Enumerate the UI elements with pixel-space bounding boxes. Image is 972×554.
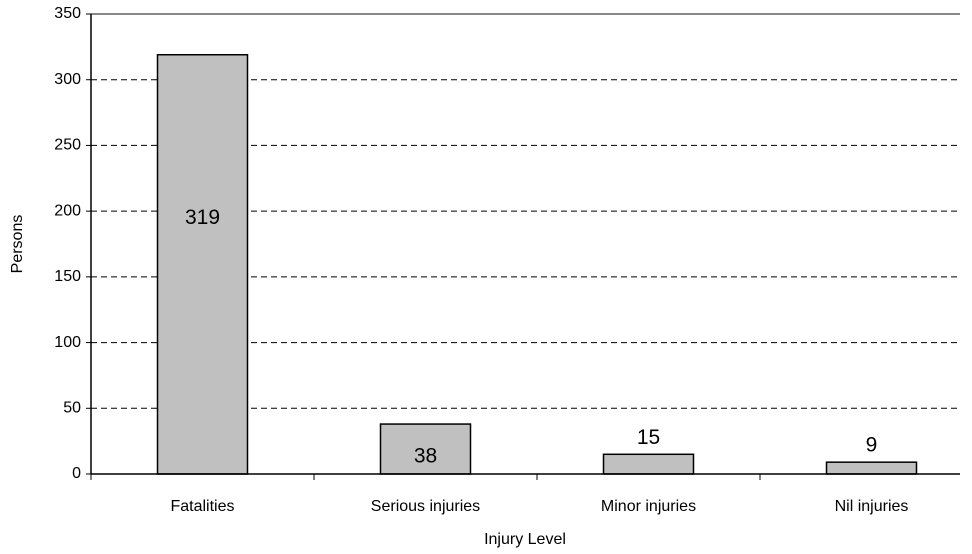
x-tick-label: Serious injuries xyxy=(371,498,480,515)
x-axis-title: Injury Level xyxy=(484,531,566,548)
y-tick-label: 100 xyxy=(54,334,81,351)
y-tick-label: 50 xyxy=(63,400,81,417)
bar xyxy=(825,461,918,475)
x-tick-label: Fatalities xyxy=(170,498,234,515)
y-tick-label: 250 xyxy=(54,137,81,154)
y-tick-label: 350 xyxy=(54,5,81,22)
y-tick-label: 200 xyxy=(54,202,81,219)
y-tick-label: 150 xyxy=(54,268,81,285)
value-label: 15 xyxy=(637,426,660,449)
bar xyxy=(379,423,472,475)
value-label: 319 xyxy=(185,206,220,229)
x-tick-label: Nil injuries xyxy=(835,498,909,515)
value-label: 38 xyxy=(414,445,437,468)
y-tick-label: 300 xyxy=(54,71,81,88)
x-tick-label: Minor injuries xyxy=(601,498,696,515)
bar xyxy=(602,453,695,475)
y-tick-label: 0 xyxy=(72,465,81,482)
y-axis-title: Persons xyxy=(9,215,26,274)
bar xyxy=(156,53,249,475)
value-label: 9 xyxy=(866,434,878,457)
